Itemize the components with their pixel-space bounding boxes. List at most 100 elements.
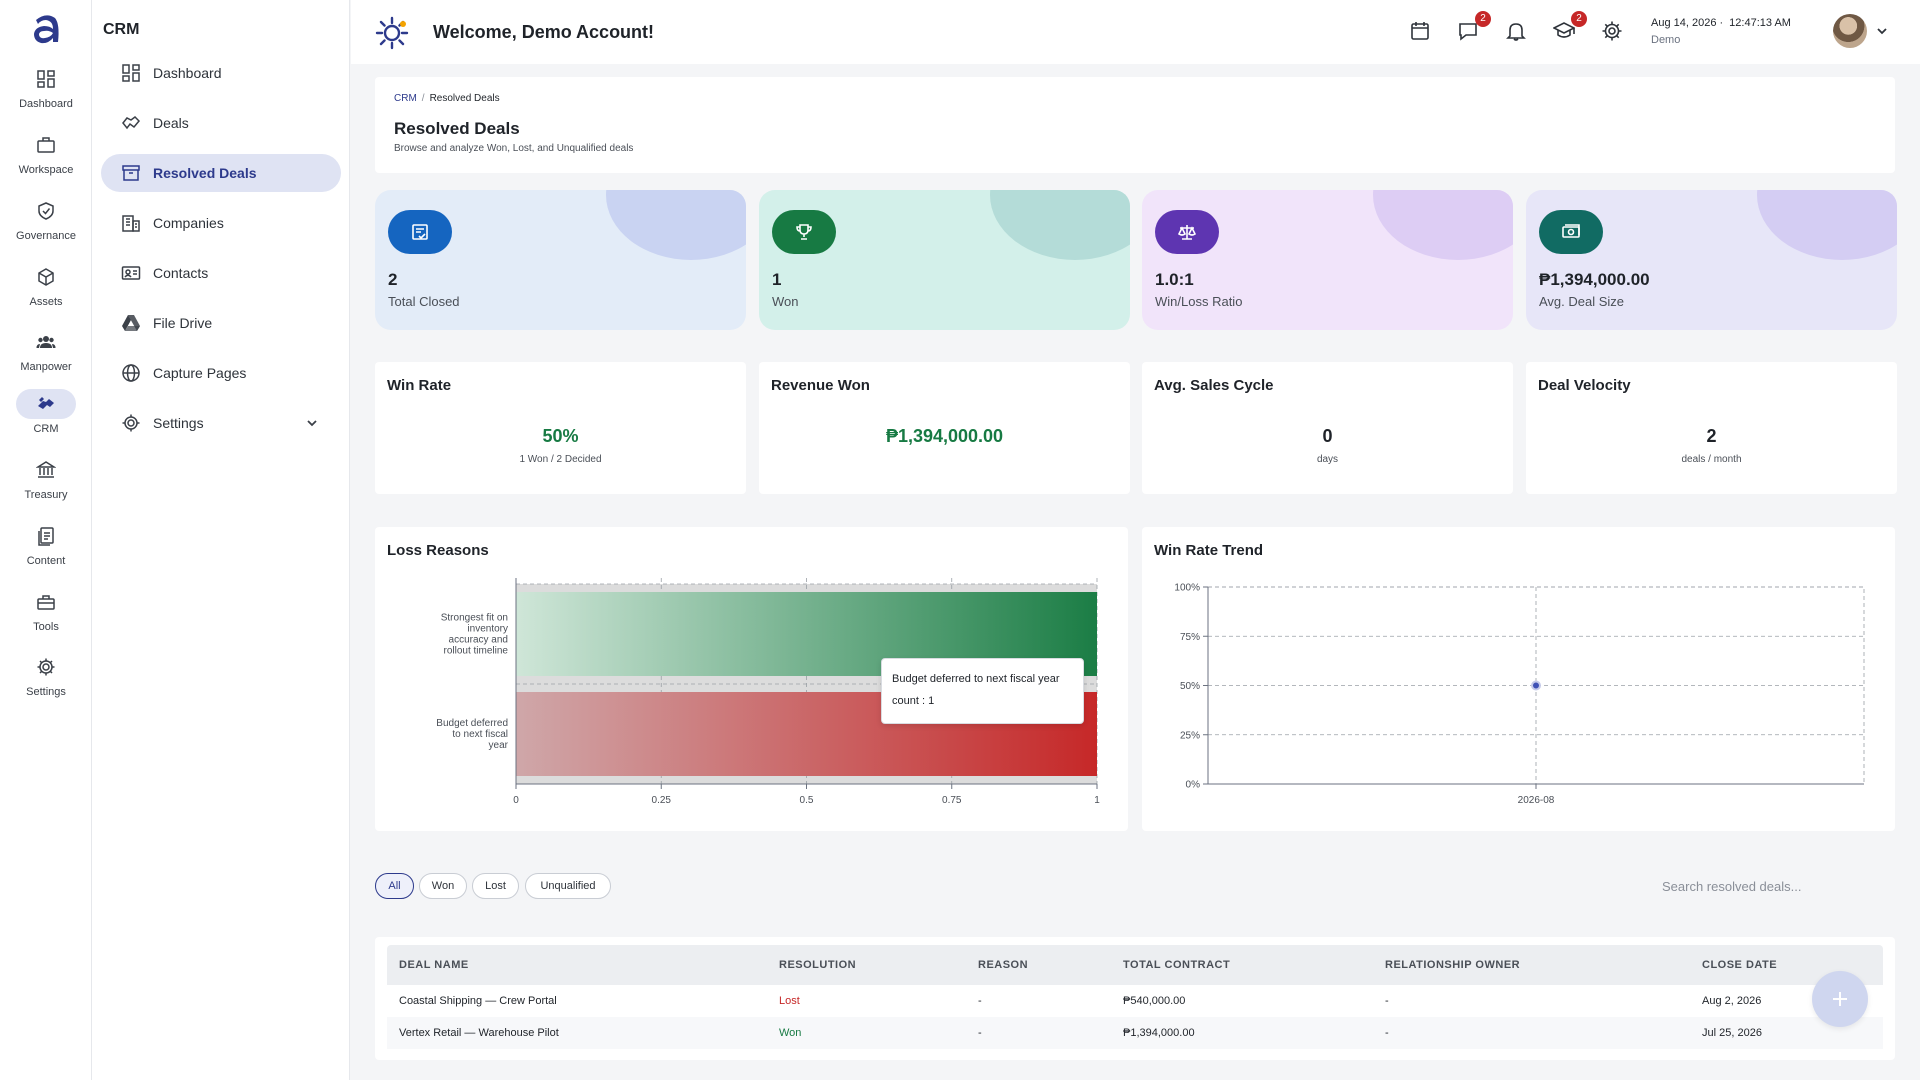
learning-badge: 2 — [1571, 11, 1587, 27]
y-tick-label: 75% — [1180, 632, 1200, 643]
archive-icon — [122, 165, 140, 181]
sidebar-item-contacts[interactable]: Contacts — [101, 254, 341, 292]
rail-item-treasury[interactable]: Treasury — [0, 455, 92, 511]
metric-card-deal-velocity: Deal Velocity 2 deals / month — [1526, 362, 1897, 494]
rail-item-content[interactable]: Content — [0, 521, 92, 577]
y-tick-label: 0% — [1186, 780, 1201, 791]
sidebar-item-dashboard[interactable]: Dashboard — [101, 54, 341, 92]
crm-sidebar: CRM Dashboard Deals Resolved Deals Compa… — [92, 0, 350, 1080]
rail-item-settings[interactable]: Settings — [0, 652, 92, 708]
top-bar: Welcome, Demo Account! 2 2 Aug 14, 2026 … — [351, 0, 1920, 64]
win-rate-trend-card: Win Rate Trend 0% 25% 50% 75% 100% 2026-08 — [1142, 527, 1895, 831]
column-header-close-date[interactable]: CLOSE DATE — [1702, 959, 1778, 971]
chart-tooltip: Budget deferred to next fiscal year coun… — [881, 658, 1084, 724]
gear-icon[interactable] — [1601, 20, 1623, 42]
y-tick-label: year — [489, 740, 509, 751]
stat-label: Total Closed — [388, 294, 460, 309]
filter-chip-lost[interactable]: Lost — [472, 873, 519, 899]
table-header: DEAL NAME RESOLUTION REASON TOTAL CONTRA… — [387, 945, 1883, 985]
user-name: Demo — [1651, 34, 1681, 46]
rail-item-dashboard[interactable]: Dashboard — [0, 64, 92, 120]
resolved-deals-table: DEAL NAME RESOLUTION REASON TOTAL CONTRA… — [375, 937, 1895, 1060]
app-logo[interactable] — [30, 12, 62, 48]
win-rate-trend-chart: 0% 25% 50% 75% 100% 2026-08 — [1174, 583, 1865, 806]
column-header-deal-name[interactable]: DEAL NAME — [399, 959, 469, 971]
rail-item-assets[interactable]: Assets — [0, 262, 92, 318]
total-contract-cell: ₱1,394,000.00 — [1123, 1027, 1195, 1039]
chevron-down-icon[interactable] — [1875, 24, 1889, 38]
gear-icon — [16, 652, 76, 682]
page-header: CRM / Resolved Deals Resolved Deals Browse… — [375, 77, 1895, 173]
datetime: Aug 14, 2026 · 12:47:13 AM — [1651, 17, 1791, 29]
stat-icon-badge — [1539, 210, 1603, 254]
trophy-icon — [796, 224, 812, 240]
messages-button[interactable]: 2 — [1457, 11, 1491, 42]
rail-item-tools[interactable]: Tools — [0, 587, 92, 643]
handshake-icon — [122, 116, 141, 130]
dashboard-icon — [122, 64, 140, 82]
column-header-total-contract[interactable]: TOTAL CONTRACT — [1123, 959, 1231, 971]
y-tick-label: 25% — [1180, 730, 1200, 741]
stat-value: ₱1,394,000.00 — [1539, 270, 1650, 289]
sidebar-item-settings[interactable]: Settings — [101, 404, 341, 442]
rail-item-manpower[interactable]: Manpower — [0, 327, 92, 383]
sidebar-item-capture-pages[interactable]: Capture Pages — [101, 354, 341, 392]
metric-value: 50% — [542, 426, 579, 446]
breadcrumb: CRM / Resolved Deals — [394, 93, 500, 104]
filter-chip-unqualified[interactable]: Unqualified — [525, 873, 611, 899]
avatar[interactable] — [1833, 14, 1867, 48]
filter-chip-all[interactable]: All — [375, 873, 414, 899]
metric-card-win-rate: Win Rate 50% 1 Won / 2 Decided — [375, 362, 746, 494]
stat-card-won: 1 Won — [759, 190, 1130, 330]
card-decoration — [990, 190, 1130, 260]
stat-value: 1 — [772, 270, 782, 289]
bell-icon[interactable] — [1505, 20, 1527, 42]
y-tick-label: inventory — [467, 624, 508, 635]
metric-subtext: 1 Won / 2 Decided — [519, 454, 602, 465]
column-header-reason[interactable]: REASON — [978, 959, 1029, 971]
sidebar-item-resolved-deals[interactable]: Resolved Deals — [101, 154, 341, 192]
stat-card-avg-deal-size: ₱1,394,000.00 Avg. Deal Size — [1526, 190, 1897, 330]
card-decoration — [1373, 190, 1513, 260]
rail-item-crm[interactable]: CRM — [0, 389, 92, 445]
y-tick-label: Strongest fit on — [441, 613, 508, 624]
deal-name-cell[interactable]: Coastal Shipping — Crew Portal — [399, 995, 557, 1007]
stat-label: Avg. Deal Size — [1539, 294, 1625, 309]
briefcase-icon — [16, 130, 76, 160]
rail-item-workspace[interactable]: Workspace — [0, 130, 92, 186]
filter-chip-won[interactable]: Won — [419, 873, 467, 899]
x-tick-label: 2026-08 — [1518, 795, 1555, 806]
y-tick-label: 100% — [1174, 583, 1200, 594]
x-tick-label: 0.75 — [942, 795, 962, 806]
learning-button[interactable]: 2 — [1552, 11, 1587, 42]
dashboard-icon — [16, 64, 76, 94]
table-row[interactable]: Coastal Shipping — Crew Portal Lost - ₱5… — [387, 985, 1883, 1017]
document-icon — [16, 521, 76, 551]
y-tick-label: Budget deferred — [436, 718, 508, 729]
total-contract-cell: ₱540,000.00 — [1123, 995, 1186, 1007]
sidebar-item-deals[interactable]: Deals — [101, 104, 341, 142]
table-row[interactable]: Vertex Retail — Warehouse Pilot Won - ₱1… — [387, 1017, 1883, 1049]
contact-card-icon — [121, 266, 141, 280]
globe-icon — [122, 364, 140, 382]
calendar-icon[interactable] — [1409, 20, 1431, 42]
y-tick-label: to next fiscal — [452, 729, 508, 740]
sidebar-item-file-drive[interactable]: File Drive — [101, 304, 341, 342]
breadcrumb-crm-link[interactable]: CRM — [394, 93, 417, 104]
chart-title: Win Rate Trend — [1154, 542, 1264, 559]
column-header-relationship-owner[interactable]: RELATIONSHIP OWNER — [1385, 959, 1521, 971]
rail-item-governance[interactable]: Governance — [0, 196, 92, 252]
stat-value: 2 — [388, 270, 398, 289]
sidebar-item-companies[interactable]: Companies — [101, 204, 341, 242]
search-input[interactable] — [1648, 869, 1894, 903]
sidebar-title: CRM — [103, 21, 140, 38]
deal-name-cell[interactable]: Vertex Retail — Warehouse Pilot — [399, 1027, 559, 1039]
resolution-cell: Won — [779, 1027, 802, 1039]
column-header-resolution[interactable]: RESOLUTION — [779, 959, 857, 971]
messages-badge: 2 — [1475, 11, 1491, 27]
tooltip-count: count : 1 — [892, 695, 935, 707]
chevron-down-icon — [307, 420, 317, 427]
close-date-cell: Jul 25, 2026 — [1702, 1027, 1762, 1039]
add-deal-button[interactable] — [1812, 971, 1868, 1027]
close-date-cell: Aug 2, 2026 — [1702, 995, 1762, 1007]
